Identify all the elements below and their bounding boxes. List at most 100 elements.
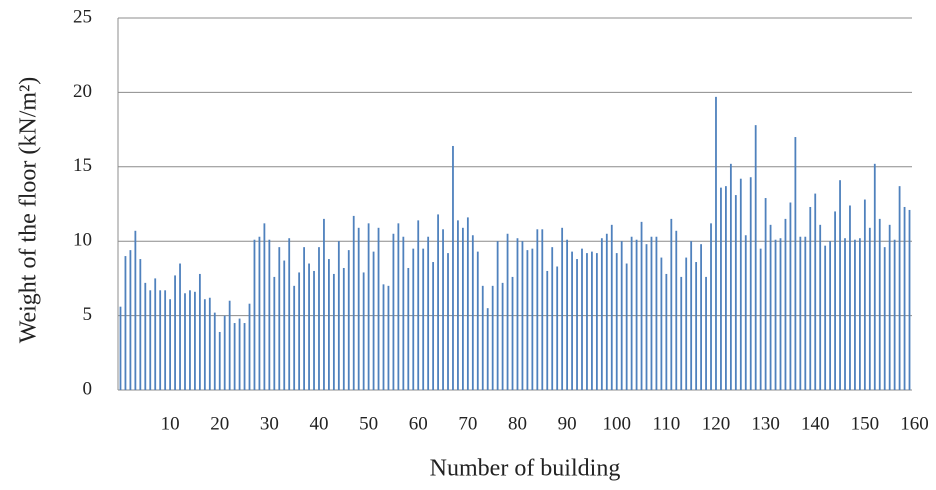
y-tick-label: 10 — [73, 230, 92, 251]
bar — [303, 247, 305, 390]
bar — [357, 227, 360, 390]
bar — [556, 266, 559, 390]
bar — [447, 253, 449, 390]
bar — [769, 224, 772, 390]
bar — [481, 285, 484, 390]
bar — [491, 285, 494, 390]
bar — [546, 270, 549, 390]
x-tick-label: 60 — [409, 413, 428, 434]
bar — [328, 259, 330, 390]
bar — [675, 230, 678, 390]
bar — [729, 163, 732, 390]
bar — [506, 233, 509, 390]
bar — [352, 215, 355, 390]
bar — [645, 244, 648, 390]
bar — [600, 238, 603, 390]
bar — [318, 247, 320, 390]
bar — [888, 224, 891, 390]
bar — [685, 257, 688, 390]
x-tick-label: 40 — [310, 413, 329, 434]
x-tick-label: 30 — [260, 413, 279, 434]
y-tick-label: 20 — [73, 81, 92, 102]
bar — [313, 270, 315, 390]
bar — [174, 275, 176, 390]
bar — [819, 224, 822, 390]
bar — [878, 218, 881, 390]
bar — [794, 137, 797, 390]
y-axis-title: Weight of the floor (kN/m²) — [16, 77, 42, 344]
bar — [387, 285, 390, 390]
bar — [179, 263, 181, 390]
bar — [233, 323, 236, 390]
bar — [377, 227, 380, 390]
bar — [809, 206, 812, 390]
x-tick-label: 130 — [751, 413, 780, 434]
y-tick-label: 5 — [83, 304, 93, 325]
bar — [625, 263, 628, 390]
bar — [908, 209, 911, 390]
bar — [228, 300, 231, 390]
bar — [422, 248, 425, 390]
bar — [124, 256, 127, 390]
x-tick-label: 20 — [210, 413, 229, 434]
bar — [432, 262, 435, 390]
bar — [784, 218, 787, 390]
x-tick-label: 150 — [851, 413, 880, 434]
bar — [496, 241, 499, 390]
bar — [476, 251, 479, 390]
bar — [690, 241, 693, 390]
bar — [402, 236, 405, 390]
bar — [715, 96, 717, 390]
bar — [620, 241, 623, 390]
x-tick-label: 80 — [508, 413, 527, 434]
bar — [566, 239, 569, 390]
bar — [308, 263, 310, 390]
bar — [144, 282, 147, 390]
bar — [442, 229, 444, 390]
bar — [804, 236, 807, 390]
bar — [342, 267, 345, 390]
bar — [650, 236, 653, 390]
bar — [223, 315, 226, 390]
bar — [893, 239, 896, 390]
bar — [198, 273, 201, 390]
bar — [134, 230, 137, 390]
bar — [635, 239, 638, 390]
bar — [149, 290, 152, 390]
bar — [759, 248, 762, 390]
x-tick-label: 140 — [801, 413, 830, 434]
bar — [829, 241, 832, 390]
x-tick-label: 160 — [900, 413, 929, 434]
bar — [337, 241, 340, 390]
bar — [213, 312, 216, 390]
bar — [541, 229, 544, 390]
bar — [883, 247, 886, 390]
bar — [129, 250, 132, 390]
bar — [139, 259, 142, 390]
bar — [898, 186, 901, 390]
bar — [159, 290, 162, 390]
bar — [749, 177, 752, 390]
bar — [844, 238, 846, 390]
bar — [849, 205, 851, 390]
bar — [194, 291, 196, 390]
bar — [868, 227, 871, 390]
bar — [725, 186, 727, 390]
bar — [774, 239, 777, 390]
bar — [779, 238, 782, 390]
bar — [238, 318, 241, 390]
bar — [437, 214, 439, 390]
bar — [253, 239, 256, 390]
x-tick-label: 10 — [161, 413, 180, 434]
bar — [799, 236, 802, 390]
bar — [189, 290, 191, 390]
bar — [263, 223, 266, 390]
bar — [695, 262, 698, 390]
x-tick-label: 70 — [458, 413, 477, 434]
bar — [367, 223, 370, 390]
bar — [605, 233, 608, 390]
bar — [595, 253, 598, 390]
bar — [561, 227, 564, 390]
bar — [854, 239, 856, 390]
bar — [526, 250, 529, 390]
